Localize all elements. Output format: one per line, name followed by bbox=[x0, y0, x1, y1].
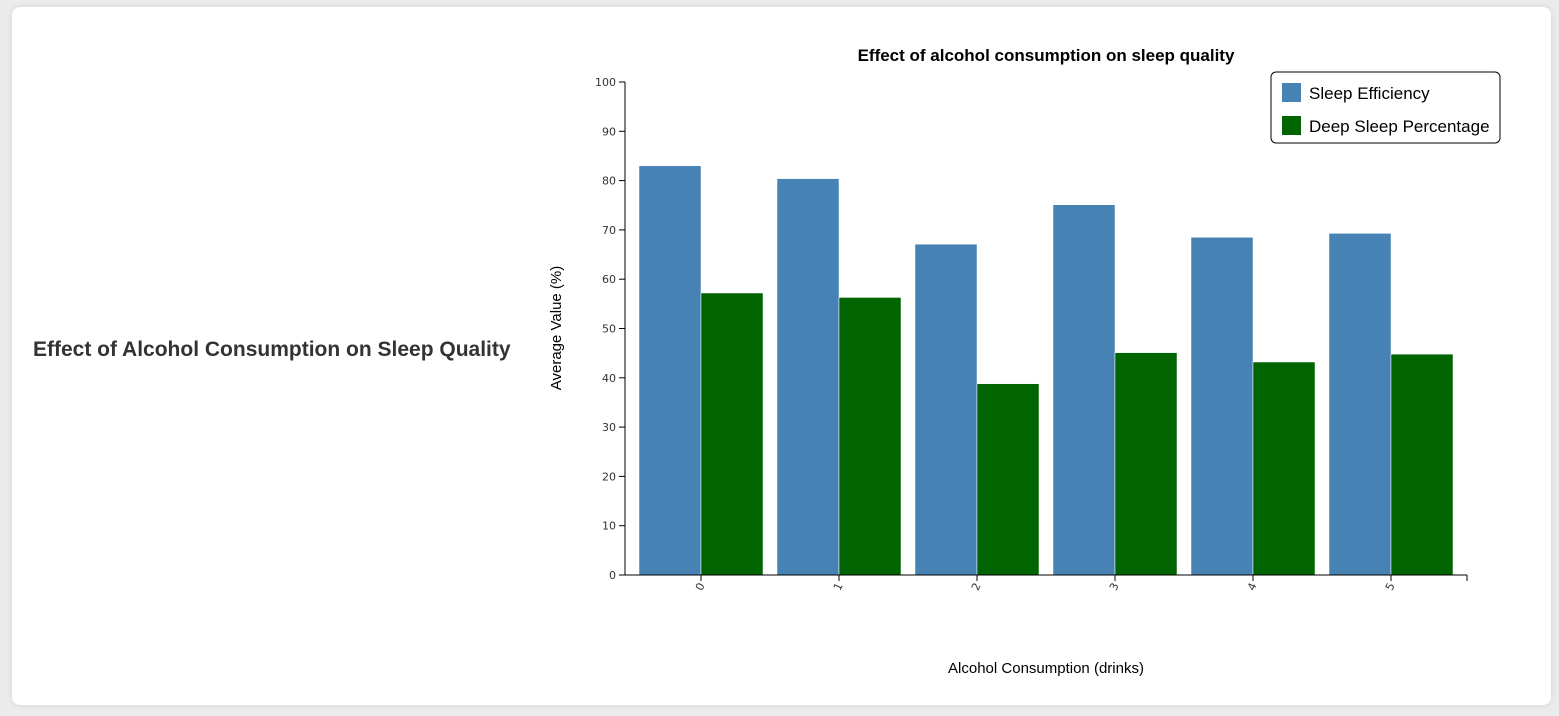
y-tick-label: 0 bbox=[609, 569, 616, 582]
x-tick-label: 0 bbox=[693, 581, 708, 593]
bar-sleep-efficiency-5 bbox=[1328, 233, 1392, 576]
x-tick-label: 4 bbox=[1245, 581, 1260, 593]
x-tick-label: 2 bbox=[969, 581, 984, 593]
y-axis-title: Average Value (%) bbox=[548, 266, 565, 391]
bar-deep-sleep-percentage-3 bbox=[1114, 352, 1178, 576]
y-tick-label: 40 bbox=[602, 372, 616, 385]
bars-group bbox=[638, 165, 1454, 576]
x-tick-label: 1 bbox=[831, 581, 846, 593]
page-heading: Effect of Alcohol Consumption on Sleep Q… bbox=[33, 338, 511, 361]
y-tick-label: 20 bbox=[602, 470, 616, 483]
legend-swatch-deep-sleep-percentage bbox=[1282, 116, 1301, 135]
y-tick-label: 60 bbox=[602, 273, 616, 286]
y-tick-label: 30 bbox=[602, 421, 616, 434]
bar-deep-sleep-percentage-5 bbox=[1390, 353, 1454, 576]
y-tick-label: 70 bbox=[602, 224, 616, 237]
legend-box bbox=[1270, 71, 1501, 144]
bar-sleep-efficiency-2 bbox=[914, 243, 978, 576]
chart-title: Effect of alcohol consumption on sleep q… bbox=[858, 46, 1235, 65]
y-tick-label: 80 bbox=[602, 175, 616, 188]
bar-sleep-efficiency-4 bbox=[1190, 237, 1254, 576]
bar-deep-sleep-percentage-4 bbox=[1252, 361, 1316, 576]
legend-swatch-sleep-efficiency bbox=[1282, 83, 1301, 102]
bar-sleep-efficiency-3 bbox=[1052, 204, 1116, 576]
legend-label: Deep Sleep Percentage bbox=[1309, 117, 1490, 136]
bar-deep-sleep-percentage-1 bbox=[838, 297, 902, 576]
x-axis-title: Alcohol Consumption (drinks) bbox=[948, 660, 1144, 677]
y-tick-label: 10 bbox=[602, 520, 616, 533]
bar-sleep-efficiency-1 bbox=[776, 178, 840, 576]
legend: Sleep Efficiency Deep Sleep Percentage bbox=[1270, 71, 1501, 144]
y-tick-label: 100 bbox=[595, 76, 616, 89]
x-axis: 0 1 2 3 4 5 bbox=[625, 574, 1468, 593]
bar-sleep-efficiency-0 bbox=[638, 165, 702, 576]
legend-label: Sleep Efficiency bbox=[1309, 84, 1430, 103]
x-tick-label: 3 bbox=[1107, 581, 1122, 593]
bar-deep-sleep-percentage-2 bbox=[976, 383, 1040, 576]
bar-deep-sleep-percentage-0 bbox=[700, 292, 764, 576]
y-tick-label: 50 bbox=[602, 323, 616, 336]
y-tick-label: 90 bbox=[602, 125, 616, 138]
y-axis: 0 10 20 30 40 50 60 70 80 90 100 bbox=[595, 76, 626, 582]
x-tick-label: 5 bbox=[1383, 581, 1398, 593]
